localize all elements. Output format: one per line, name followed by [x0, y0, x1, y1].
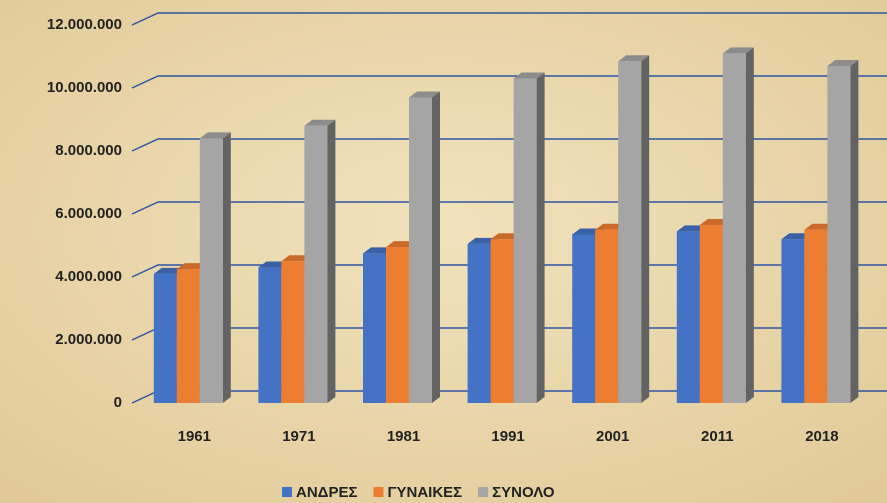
legend-label: ΑΝΔΡΕΣ: [296, 484, 357, 501]
bar-side: [850, 59, 859, 403]
bar-side: [536, 72, 545, 404]
x-tick-label: 1981: [387, 428, 420, 445]
grid-line: [131, 12, 887, 26]
bar: [595, 229, 619, 403]
bar-side: [222, 132, 231, 403]
bar: [490, 239, 514, 403]
bar: [176, 269, 200, 403]
bar: [153, 273, 177, 403]
bar: [409, 97, 432, 403]
bar-top: [618, 55, 650, 62]
bar: [699, 225, 723, 403]
x-tick-label: 2001: [596, 428, 629, 445]
bar-top: [304, 119, 336, 126]
legend-swatch: [373, 487, 384, 497]
y-tick-label: 8.000.000: [55, 142, 122, 159]
bar-top: [513, 72, 545, 79]
legend-label: ΣΥΝΟΛΟ: [492, 484, 555, 501]
bar-side: [641, 55, 650, 403]
bar: [804, 229, 828, 403]
y-tick-label: 4.000.000: [55, 268, 122, 285]
bar-top: [722, 47, 754, 54]
y-tick-label: 2.000.000: [55, 331, 122, 348]
bar: [467, 243, 491, 403]
bar-side: [327, 119, 336, 404]
y-tick-label: 6.000.000: [55, 205, 122, 222]
y-tick-label: 0: [114, 394, 122, 411]
legend-swatch: [478, 487, 489, 497]
bar: [572, 234, 596, 403]
bar-top: [199, 132, 231, 139]
bar: [781, 239, 805, 403]
bar: [281, 261, 305, 403]
bar-side: [745, 47, 754, 403]
bar: [386, 247, 409, 403]
bar: [827, 65, 851, 403]
y-tick-label: 10.000.000: [47, 79, 122, 96]
x-tick-label: 2018: [805, 428, 838, 445]
bar-top: [827, 59, 859, 66]
bar: [513, 78, 537, 404]
bar-top: [409, 91, 440, 98]
bar: [304, 125, 328, 404]
bar: [363, 253, 386, 403]
x-tick-label: 1961: [178, 428, 211, 445]
bar: [258, 267, 282, 403]
x-tick-label: 1991: [491, 428, 524, 445]
bar-side: [432, 91, 440, 403]
x-tick-label: 1971: [282, 428, 315, 445]
bar: [676, 231, 700, 403]
bar: [199, 138, 223, 403]
y-tick-label: 12.000.000: [47, 16, 122, 33]
legend-label: ΓΥΝΑΙΚΕΣ: [387, 484, 462, 501]
bar: [618, 61, 642, 403]
legend-swatch: [282, 487, 292, 497]
x-tick-label: 2011: [701, 428, 734, 445]
bar: [722, 53, 746, 403]
